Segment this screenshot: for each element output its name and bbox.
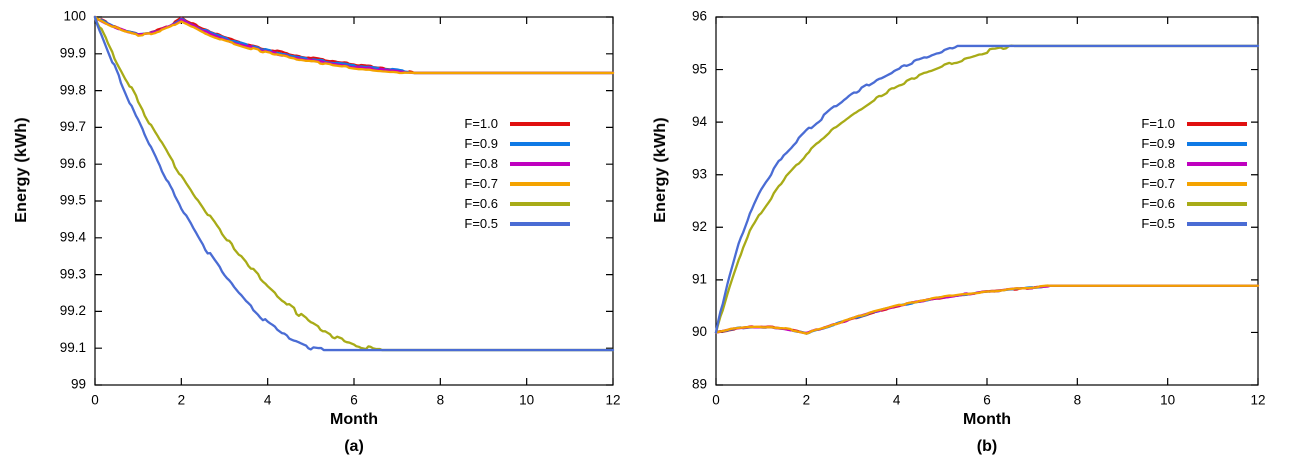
legend-item-f-0.8: F=0.8 — [452, 156, 570, 171]
legend-label: F=0.7 — [1141, 176, 1175, 191]
legend-line-swatch — [510, 141, 570, 146]
legend-label: F=0.6 — [464, 196, 498, 211]
legend-item-f-0.7: F=0.7 — [452, 176, 570, 191]
legend-item-f-0.5: F=0.5 — [452, 216, 570, 231]
legend-label: F=0.9 — [1141, 136, 1175, 151]
legend-item-f-0.9: F=0.9 — [452, 136, 570, 151]
legend-line-swatch — [1187, 141, 1247, 146]
legend-line-swatch — [1187, 121, 1247, 126]
legend-line-swatch — [510, 221, 570, 226]
legend-line-swatch — [510, 181, 570, 186]
legend-line-swatch — [1187, 201, 1247, 206]
legend-line-swatch — [1187, 221, 1247, 226]
x-axis-label-b: Month — [963, 411, 1011, 428]
legend-item-f-0.7: F=0.7 — [1129, 176, 1247, 191]
legend-line-swatch — [510, 121, 570, 126]
y-axis-label-a: Energy (kWh) — [13, 117, 30, 223]
legend-label: F=1.0 — [1141, 116, 1175, 131]
x-axis-label-a: Month — [330, 411, 378, 428]
chart-canvas-b — [647, 0, 1294, 471]
chart-panel-a: Energy (kWh) Month F=1.0 F=0.9 F=0.8 F=0.7 F… — [0, 0, 647, 471]
legend-line-swatch — [510, 201, 570, 206]
legend-item-f-0.6: F=0.6 — [452, 196, 570, 211]
legend-label: F=0.5 — [1141, 216, 1175, 231]
legend-line-swatch — [1187, 181, 1247, 186]
caption-a: (a) — [344, 438, 364, 455]
legend-label: F=0.8 — [464, 156, 498, 171]
legend-line-swatch — [1187, 161, 1247, 166]
legend-item-f-1.0: F=1.0 — [452, 116, 570, 131]
legend-item-f-0.9: F=0.9 — [1129, 136, 1247, 151]
legend-label: F=0.6 — [1141, 196, 1175, 211]
chart-canvas-a — [0, 0, 647, 471]
legend-label: F=0.5 — [464, 216, 498, 231]
legend-item-f-1.0: F=1.0 — [1129, 116, 1247, 131]
legend-item-f-0.6: F=0.6 — [1129, 196, 1247, 211]
legend-line-swatch — [510, 161, 570, 166]
legend-item-f-0.8: F=0.8 — [1129, 156, 1247, 171]
legend-label: F=0.8 — [1141, 156, 1175, 171]
y-axis-label-b: Energy (kWh) — [652, 117, 669, 223]
legend-label: F=0.9 — [464, 136, 498, 151]
legend-a: F=1.0 F=0.9 F=0.8 F=0.7 F=0.6 F=0.5 — [452, 116, 570, 231]
caption-b: (b) — [976, 438, 998, 455]
chart-panel-b: Energy (kWh) Month F=1.0 F=0.9 F=0.8 F=0.7 F… — [647, 0, 1294, 471]
legend-label: F=1.0 — [464, 116, 498, 131]
legend-item-f-0.5: F=0.5 — [1129, 216, 1247, 231]
legend-label: F=0.7 — [464, 176, 498, 191]
legend-b: F=1.0 F=0.9 F=0.8 F=0.7 F=0.6 F=0.5 — [1129, 116, 1247, 231]
